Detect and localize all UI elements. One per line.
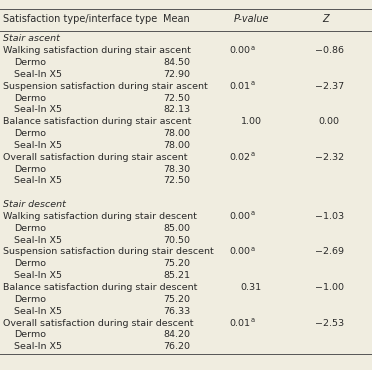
Text: −2.53: −2.53 xyxy=(315,319,344,327)
Text: 78.00: 78.00 xyxy=(163,129,190,138)
Text: 75.20: 75.20 xyxy=(163,295,190,304)
Text: −0.86: −0.86 xyxy=(315,46,344,55)
Text: 84.20: 84.20 xyxy=(163,330,190,339)
Text: 76.20: 76.20 xyxy=(163,342,190,351)
Text: 84.50: 84.50 xyxy=(163,58,190,67)
Text: Satisfaction type/interface type: Satisfaction type/interface type xyxy=(3,14,157,24)
Text: Stair ascent: Stair ascent xyxy=(3,34,60,43)
Text: −1.00: −1.00 xyxy=(315,283,344,292)
Text: 72.50: 72.50 xyxy=(163,176,190,185)
Text: Dermo: Dermo xyxy=(14,58,46,67)
Text: 75.20: 75.20 xyxy=(163,259,190,268)
Text: Dermo: Dermo xyxy=(14,129,46,138)
Text: Walking satisfaction during stair ascent: Walking satisfaction during stair ascent xyxy=(3,46,191,55)
Text: 1.00: 1.00 xyxy=(241,117,262,126)
Text: 78.00: 78.00 xyxy=(163,141,190,150)
Text: a: a xyxy=(251,317,255,323)
Text: 78.30: 78.30 xyxy=(163,165,190,174)
Text: Dermo: Dermo xyxy=(14,295,46,304)
Text: Seal-In X5: Seal-In X5 xyxy=(14,141,62,150)
Text: P-value: P-value xyxy=(233,14,269,24)
Text: 72.90: 72.90 xyxy=(163,70,190,79)
Text: 0.01: 0.01 xyxy=(230,82,250,91)
Text: Dermo: Dermo xyxy=(14,165,46,174)
Text: 76.33: 76.33 xyxy=(163,307,190,316)
Text: a: a xyxy=(251,45,255,51)
Text: 0.00: 0.00 xyxy=(230,248,250,256)
Text: 85.21: 85.21 xyxy=(163,271,190,280)
Text: 0.01: 0.01 xyxy=(230,319,250,327)
Text: 70.50: 70.50 xyxy=(163,236,190,245)
Text: Balance satisfaction during stair descent: Balance satisfaction during stair descen… xyxy=(3,283,198,292)
Text: 0.00: 0.00 xyxy=(319,117,340,126)
Text: a: a xyxy=(251,211,255,216)
Text: a: a xyxy=(251,246,255,252)
Text: Dermo: Dermo xyxy=(14,259,46,268)
Text: Overall satisfaction during stair descent: Overall satisfaction during stair descen… xyxy=(3,319,193,327)
Text: 0.02: 0.02 xyxy=(230,153,250,162)
Text: Stair descent: Stair descent xyxy=(3,200,66,209)
Text: Seal-In X5: Seal-In X5 xyxy=(14,105,62,114)
Text: a: a xyxy=(251,80,255,86)
Text: 72.50: 72.50 xyxy=(163,94,190,102)
Text: −2.37: −2.37 xyxy=(315,82,344,91)
Text: Dermo: Dermo xyxy=(14,94,46,102)
Text: 0.00: 0.00 xyxy=(230,46,250,55)
Text: 0.31: 0.31 xyxy=(241,283,262,292)
Text: Suspension satisfaction during stair descent: Suspension satisfaction during stair des… xyxy=(3,248,214,256)
Text: Dermo: Dermo xyxy=(14,330,46,339)
Text: 85.00: 85.00 xyxy=(163,224,190,233)
Text: −2.32: −2.32 xyxy=(315,153,344,162)
Text: a: a xyxy=(251,151,255,157)
Text: Seal-In X5: Seal-In X5 xyxy=(14,271,62,280)
Text: Seal-In X5: Seal-In X5 xyxy=(14,70,62,79)
Text: Dermo: Dermo xyxy=(14,224,46,233)
Text: Balance satisfaction during stair ascent: Balance satisfaction during stair ascent xyxy=(3,117,191,126)
Text: Seal-In X5: Seal-In X5 xyxy=(14,176,62,185)
Text: Seal-In X5: Seal-In X5 xyxy=(14,342,62,351)
Text: 82.13: 82.13 xyxy=(163,105,190,114)
Text: Overall satisfaction during stair ascent: Overall satisfaction during stair ascent xyxy=(3,153,187,162)
Text: Walking satisfaction during stair descent: Walking satisfaction during stair descen… xyxy=(3,212,197,221)
Text: −2.69: −2.69 xyxy=(315,248,344,256)
Text: Mean: Mean xyxy=(163,14,190,24)
Text: −1.03: −1.03 xyxy=(315,212,344,221)
Text: Seal-In X5: Seal-In X5 xyxy=(14,236,62,245)
Text: Z: Z xyxy=(322,14,329,24)
Text: Seal-In X5: Seal-In X5 xyxy=(14,307,62,316)
Text: Suspension satisfaction during stair ascent: Suspension satisfaction during stair asc… xyxy=(3,82,208,91)
Text: 0.00: 0.00 xyxy=(230,212,250,221)
